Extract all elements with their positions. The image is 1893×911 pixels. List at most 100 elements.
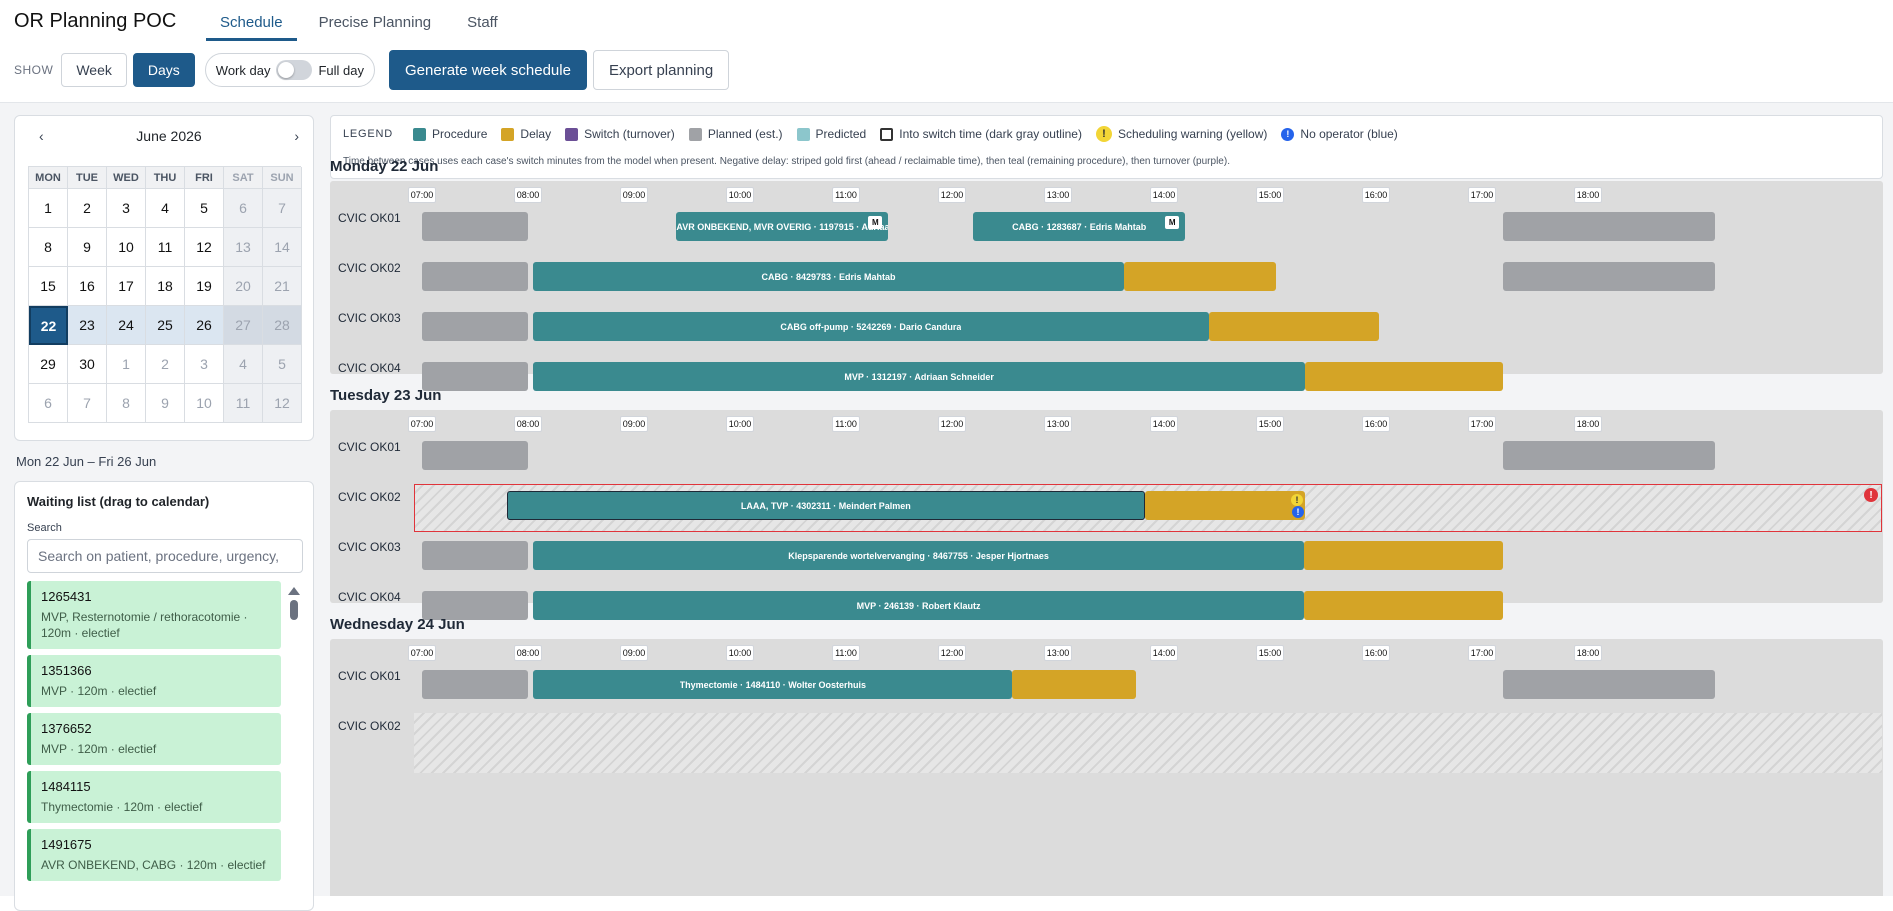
calendar-day[interactable]: 10: [107, 228, 146, 267]
calendar-day[interactable]: 10: [185, 384, 224, 423]
calendar-day[interactable]: 2: [146, 345, 185, 384]
calendar-day[interactable]: 24: [107, 306, 146, 345]
app-title: OR Planning POC: [14, 10, 177, 32]
calendar-day[interactable]: 4: [146, 189, 185, 228]
waiting-list-item[interactable]: 1376652 MVP · 120m · electief: [27, 713, 281, 765]
calendar-day[interactable]: 28: [263, 306, 302, 345]
hour-tick: 14:00: [1150, 416, 1178, 432]
scroll-up-icon[interactable]: [288, 587, 300, 595]
procedure-block[interactable]: AVR ONBEKEND, MVR OVERIG · 1197915 · Adr…: [676, 212, 889, 241]
tab-staff[interactable]: Staff: [467, 14, 498, 31]
tab-precise-planning[interactable]: Precise Planning: [318, 14, 432, 31]
calendar-day[interactable]: 11: [224, 384, 263, 423]
planned-block[interactable]: [422, 541, 528, 570]
legend-note: Time between cases uses each case's swit…: [343, 156, 1230, 167]
calendar-day[interactable]: 30: [68, 345, 107, 384]
calendar-day[interactable]: 3: [107, 189, 146, 228]
legend-procedure: Procedure: [413, 127, 487, 141]
next-month-button[interactable]: ›: [294, 128, 299, 144]
calendar-day[interactable]: 21: [263, 267, 302, 306]
waiting-list-item[interactable]: 1265431 MVP, Resternotomie / rethoracotom…: [27, 581, 281, 649]
planned-block[interactable]: [422, 670, 528, 699]
calendar-day[interactable]: 12: [185, 228, 224, 267]
calendar-day[interactable]: 7: [68, 384, 107, 423]
procedure-block[interactable]: CABG · 8429783 · Edris Mahtab: [533, 262, 1124, 291]
procedure-block[interactable]: MVP · 246139 · Robert Klautz: [533, 591, 1304, 620]
room-label: CVIC OK03: [338, 540, 401, 554]
waiting-list-item[interactable]: 1484115 Thymectomie · 120m · electief: [27, 771, 281, 823]
procedure-block[interactable]: CABG · 1283687 · Edris Mahtab M: [973, 212, 1186, 241]
planned-block[interactable]: [1503, 441, 1716, 470]
conflict-error-icon[interactable]: !: [1864, 488, 1878, 502]
calendar-day[interactable]: 15: [29, 267, 68, 306]
hour-tick: 13:00: [1044, 416, 1072, 432]
hour-tick: 15:00: [1256, 645, 1284, 661]
weekday-header: WED: [107, 167, 146, 189]
calendar-day[interactable]: 5: [263, 345, 302, 384]
calendar-day[interactable]: 9: [68, 228, 107, 267]
calendar-day[interactable]: 22: [29, 306, 68, 345]
generate-week-schedule-button[interactable]: Generate week schedule: [389, 50, 587, 90]
calendar-day[interactable]: 1: [107, 345, 146, 384]
planned-block[interactable]: [422, 262, 528, 291]
calendar-day[interactable]: 17: [107, 267, 146, 306]
day-range-switch[interactable]: [276, 60, 313, 80]
calendar-day[interactable]: 19: [185, 267, 224, 306]
procedure-block[interactable]: LAAA, TVP · 4302311 · Meindert Palmen: [506, 491, 1145, 520]
waiting-list-search-input[interactable]: [27, 539, 303, 573]
room-label: CVIC OK01: [338, 669, 401, 683]
calendar-day[interactable]: 6: [29, 384, 68, 423]
calendar-day[interactable]: 27: [224, 306, 263, 345]
day-range-toggle[interactable]: Work day Full day: [204, 53, 375, 87]
calendar-day[interactable]: 23: [68, 306, 107, 345]
calendar-day[interactable]: 8: [107, 384, 146, 423]
no-operator-icon[interactable]: !: [1291, 506, 1304, 518]
waiting-list-scrollbar[interactable]: [287, 583, 301, 910]
calendar-day[interactable]: 13: [224, 228, 263, 267]
calendar-day[interactable]: 2: [68, 189, 107, 228]
calendar-day[interactable]: 26: [185, 306, 224, 345]
calendar-day[interactable]: 25: [146, 306, 185, 345]
procedure-block[interactable]: Klepsparende wortelvervanging · 8467755 …: [533, 541, 1304, 570]
calendar-day[interactable]: 18: [146, 267, 185, 306]
day-schedule-panel: 07:00 08:00 09:00 10:00 11:00 12:00 13:00 14:00…: [330, 410, 1883, 620]
calendar-day[interactable]: 9: [146, 384, 185, 423]
calendar-day[interactable]: 14: [263, 228, 302, 267]
waiting-list-item[interactable]: 1491675 AVR ONBEKEND, CABG · 120m · elect…: [27, 829, 281, 881]
planned-block[interactable]: [422, 441, 528, 470]
hour-tick: 11:00: [832, 645, 860, 661]
planned-block[interactable]: [422, 312, 528, 341]
days-view-button[interactable]: Days: [132, 53, 195, 87]
procedure-label: CABG off-pump · 5242269 · Dario Candura: [780, 321, 962, 332]
planned-block[interactable]: [422, 591, 528, 620]
prev-month-button[interactable]: ‹: [39, 128, 44, 144]
calendar-day[interactable]: 8: [29, 228, 68, 267]
calendar-day[interactable]: 6: [224, 189, 263, 228]
room-label: CVIC OK02: [338, 261, 401, 275]
calendar-day[interactable]: 7: [263, 189, 302, 228]
procedure-block[interactable]: CABG off-pump · 5242269 · Dario Candura: [533, 312, 1209, 341]
calendar-day[interactable]: 1: [29, 189, 68, 228]
week-view-button[interactable]: Week: [61, 53, 127, 87]
procedure-block[interactable]: Thymectomie · 1484110 · Wolter Oosterhui…: [533, 670, 1013, 699]
waiting-list-item[interactable]: 1351366 MVP · 120m · electief: [27, 655, 281, 707]
tab-schedule[interactable]: Schedule: [206, 0, 297, 41]
planned-block[interactable]: [1503, 212, 1716, 241]
calendar-day[interactable]: 3: [185, 345, 224, 384]
calendar-day[interactable]: 4: [224, 345, 263, 384]
procedure-block[interactable]: MVP · 1312197 · Adriaan Schneider: [533, 362, 1305, 391]
scroll-thumb[interactable]: [290, 600, 298, 620]
calendar-day[interactable]: 5: [185, 189, 224, 228]
calendar-day[interactable]: 11: [146, 228, 185, 267]
planned-block[interactable]: [1503, 262, 1716, 291]
legend-title: LEGEND: [343, 128, 394, 140]
scheduling-warning-icon[interactable]: !: [1290, 494, 1303, 506]
export-planning-button[interactable]: Export planning: [592, 50, 730, 90]
planned-block[interactable]: [1503, 670, 1716, 699]
planned-block[interactable]: [422, 362, 528, 391]
calendar-day[interactable]: 16: [68, 267, 107, 306]
calendar-day[interactable]: 29: [29, 345, 68, 384]
planned-block[interactable]: [422, 212, 528, 241]
calendar-day[interactable]: 20: [224, 267, 263, 306]
calendar-day[interactable]: 12: [263, 384, 302, 423]
